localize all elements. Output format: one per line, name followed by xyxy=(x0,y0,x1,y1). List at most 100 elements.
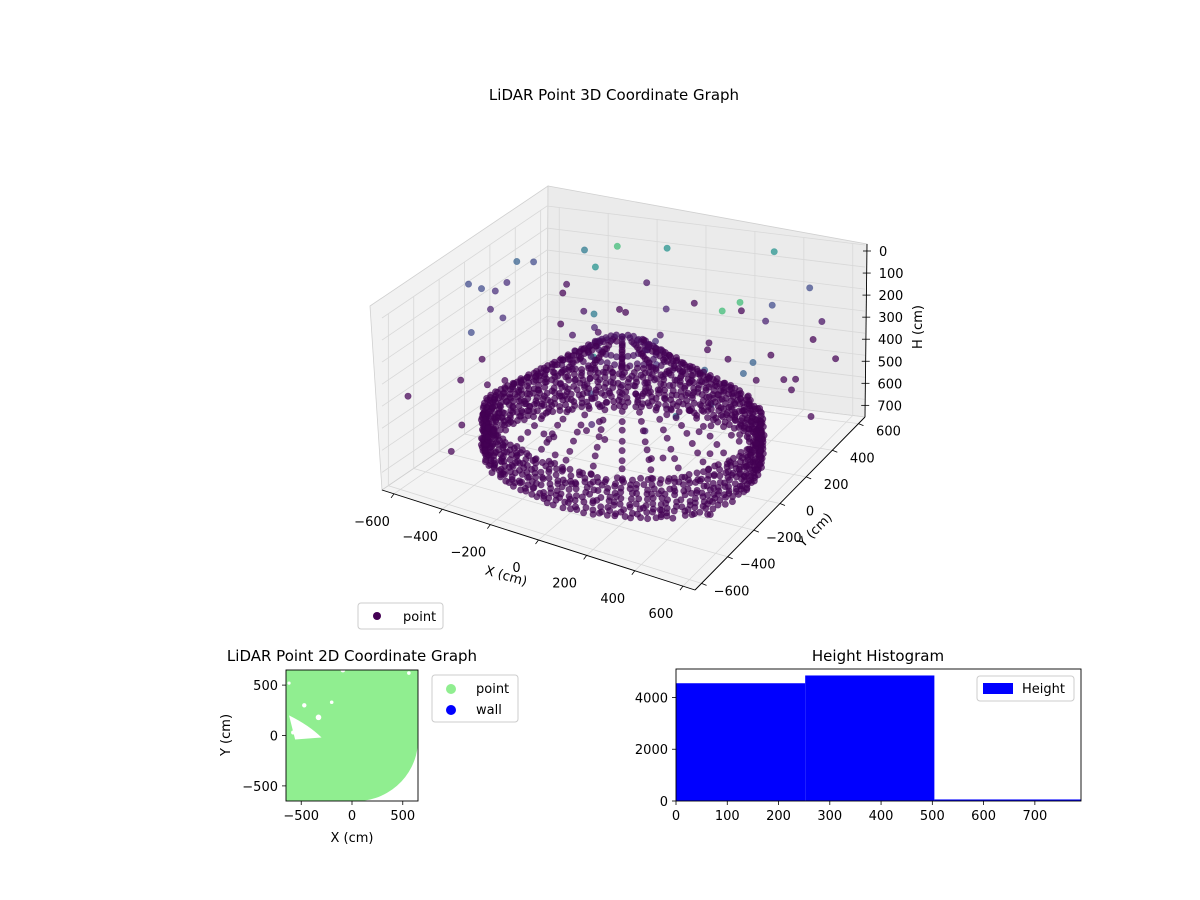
point-gaps-2d xyxy=(287,670,411,740)
point-3d xyxy=(730,424,738,432)
point-3d xyxy=(618,437,626,445)
histogram-x-tick-label: 700 xyxy=(1022,809,1047,824)
point-3d xyxy=(605,497,613,505)
histogram-bar xyxy=(805,675,935,801)
point-3d xyxy=(447,447,455,455)
point-3d xyxy=(700,482,708,490)
point-3d xyxy=(717,411,725,419)
point-3d xyxy=(590,310,598,318)
ticks-2d: −500 −500 0 0 500 500 xyxy=(242,679,415,824)
histogram-frame xyxy=(675,668,1082,802)
point-3d xyxy=(537,445,545,453)
y-tick-label-2d: 0 xyxy=(270,730,278,745)
point-3d xyxy=(705,374,713,382)
point-3d xyxy=(709,416,717,424)
point-3d xyxy=(832,355,840,363)
point-3d xyxy=(739,369,747,377)
point-3d xyxy=(591,263,599,271)
point-3d xyxy=(714,402,722,410)
point-3d xyxy=(507,418,515,426)
point-3d xyxy=(780,376,788,384)
point-3d xyxy=(617,488,625,496)
point-3d xyxy=(703,346,711,354)
point-3d xyxy=(743,484,751,492)
chart-2d-plot-area xyxy=(286,670,418,801)
point-3d xyxy=(581,474,589,482)
point-3d xyxy=(570,370,578,378)
point-3d xyxy=(809,335,817,343)
point-3d xyxy=(540,401,548,409)
point-3d xyxy=(727,397,735,405)
point-3d xyxy=(554,372,562,380)
point-3d xyxy=(498,408,506,416)
point-3d xyxy=(695,381,703,389)
point-3d xyxy=(572,492,580,500)
point-3d xyxy=(699,397,707,405)
point-3d xyxy=(647,474,655,482)
point-3d xyxy=(706,432,714,440)
point-3d xyxy=(616,500,624,508)
point-3d xyxy=(457,376,465,384)
point-3d xyxy=(657,371,665,379)
point-3d xyxy=(613,337,621,345)
point-3d xyxy=(601,391,609,399)
point-3d xyxy=(671,376,679,384)
y-tick-label-3d: −600 xyxy=(714,584,750,599)
y-tick-label-2d: 500 xyxy=(253,679,278,694)
point-3d xyxy=(767,351,775,359)
point-3d xyxy=(720,449,728,457)
y-tick-mark-3d xyxy=(858,423,864,427)
histogram-y-tick-label: 0 xyxy=(660,795,668,810)
grid-line-z xyxy=(381,293,866,407)
point-3d xyxy=(530,400,538,408)
point-3d xyxy=(578,394,586,402)
point-3d xyxy=(537,468,545,476)
point-3d xyxy=(490,426,498,434)
point-3d xyxy=(602,379,610,387)
point-3d xyxy=(609,373,617,381)
point-3d xyxy=(588,420,596,428)
legend-2d-wall-label: wall xyxy=(476,703,502,718)
chart-2d-title: LiDAR Point 2D Coordinate Graph xyxy=(227,647,477,665)
point-3d xyxy=(548,430,556,438)
y-tick-label-3d: 200 xyxy=(824,478,849,493)
point-3d xyxy=(644,515,652,523)
histogram-ticks: 0 100 200 300 400 500 600 700 0 2000 4000 xyxy=(635,691,1047,824)
point-3d xyxy=(606,364,614,372)
point-3d xyxy=(762,317,770,325)
point-3d xyxy=(530,258,538,266)
point-3d xyxy=(729,454,737,462)
y-tick-label-2d: −500 xyxy=(242,780,278,795)
point-3d xyxy=(722,469,730,477)
point-3d xyxy=(752,376,760,384)
point-3d xyxy=(540,494,548,502)
point-3d xyxy=(648,370,656,378)
point-3d xyxy=(589,499,597,507)
chart-3d-title: LiDAR Point 3D Coordinate Graph xyxy=(489,86,739,104)
point-3d xyxy=(657,380,665,388)
point-3d xyxy=(559,356,567,364)
point-3d xyxy=(677,421,685,429)
point-3d xyxy=(611,482,619,490)
point-3d xyxy=(545,468,553,476)
point-3d xyxy=(704,510,712,518)
point-3d xyxy=(708,498,716,506)
point-3d xyxy=(589,506,597,514)
histogram-x-tick-label: 500 xyxy=(920,809,945,824)
point-3d xyxy=(728,493,736,501)
point-3d xyxy=(615,305,623,313)
x-tick-mark-3d xyxy=(535,539,539,545)
point-3d xyxy=(622,388,630,396)
point-3d xyxy=(593,473,601,481)
point-3d xyxy=(578,365,586,373)
point-3d xyxy=(669,514,677,522)
point-3d xyxy=(554,421,562,429)
point-3d xyxy=(683,363,691,371)
point-3d xyxy=(699,493,707,501)
point-3d xyxy=(709,479,717,487)
histogram-y-tick-label: 2000 xyxy=(635,743,668,758)
point-3d xyxy=(618,426,626,434)
point-3d xyxy=(706,450,714,458)
point-3d xyxy=(623,394,631,402)
point-3d xyxy=(549,408,557,416)
